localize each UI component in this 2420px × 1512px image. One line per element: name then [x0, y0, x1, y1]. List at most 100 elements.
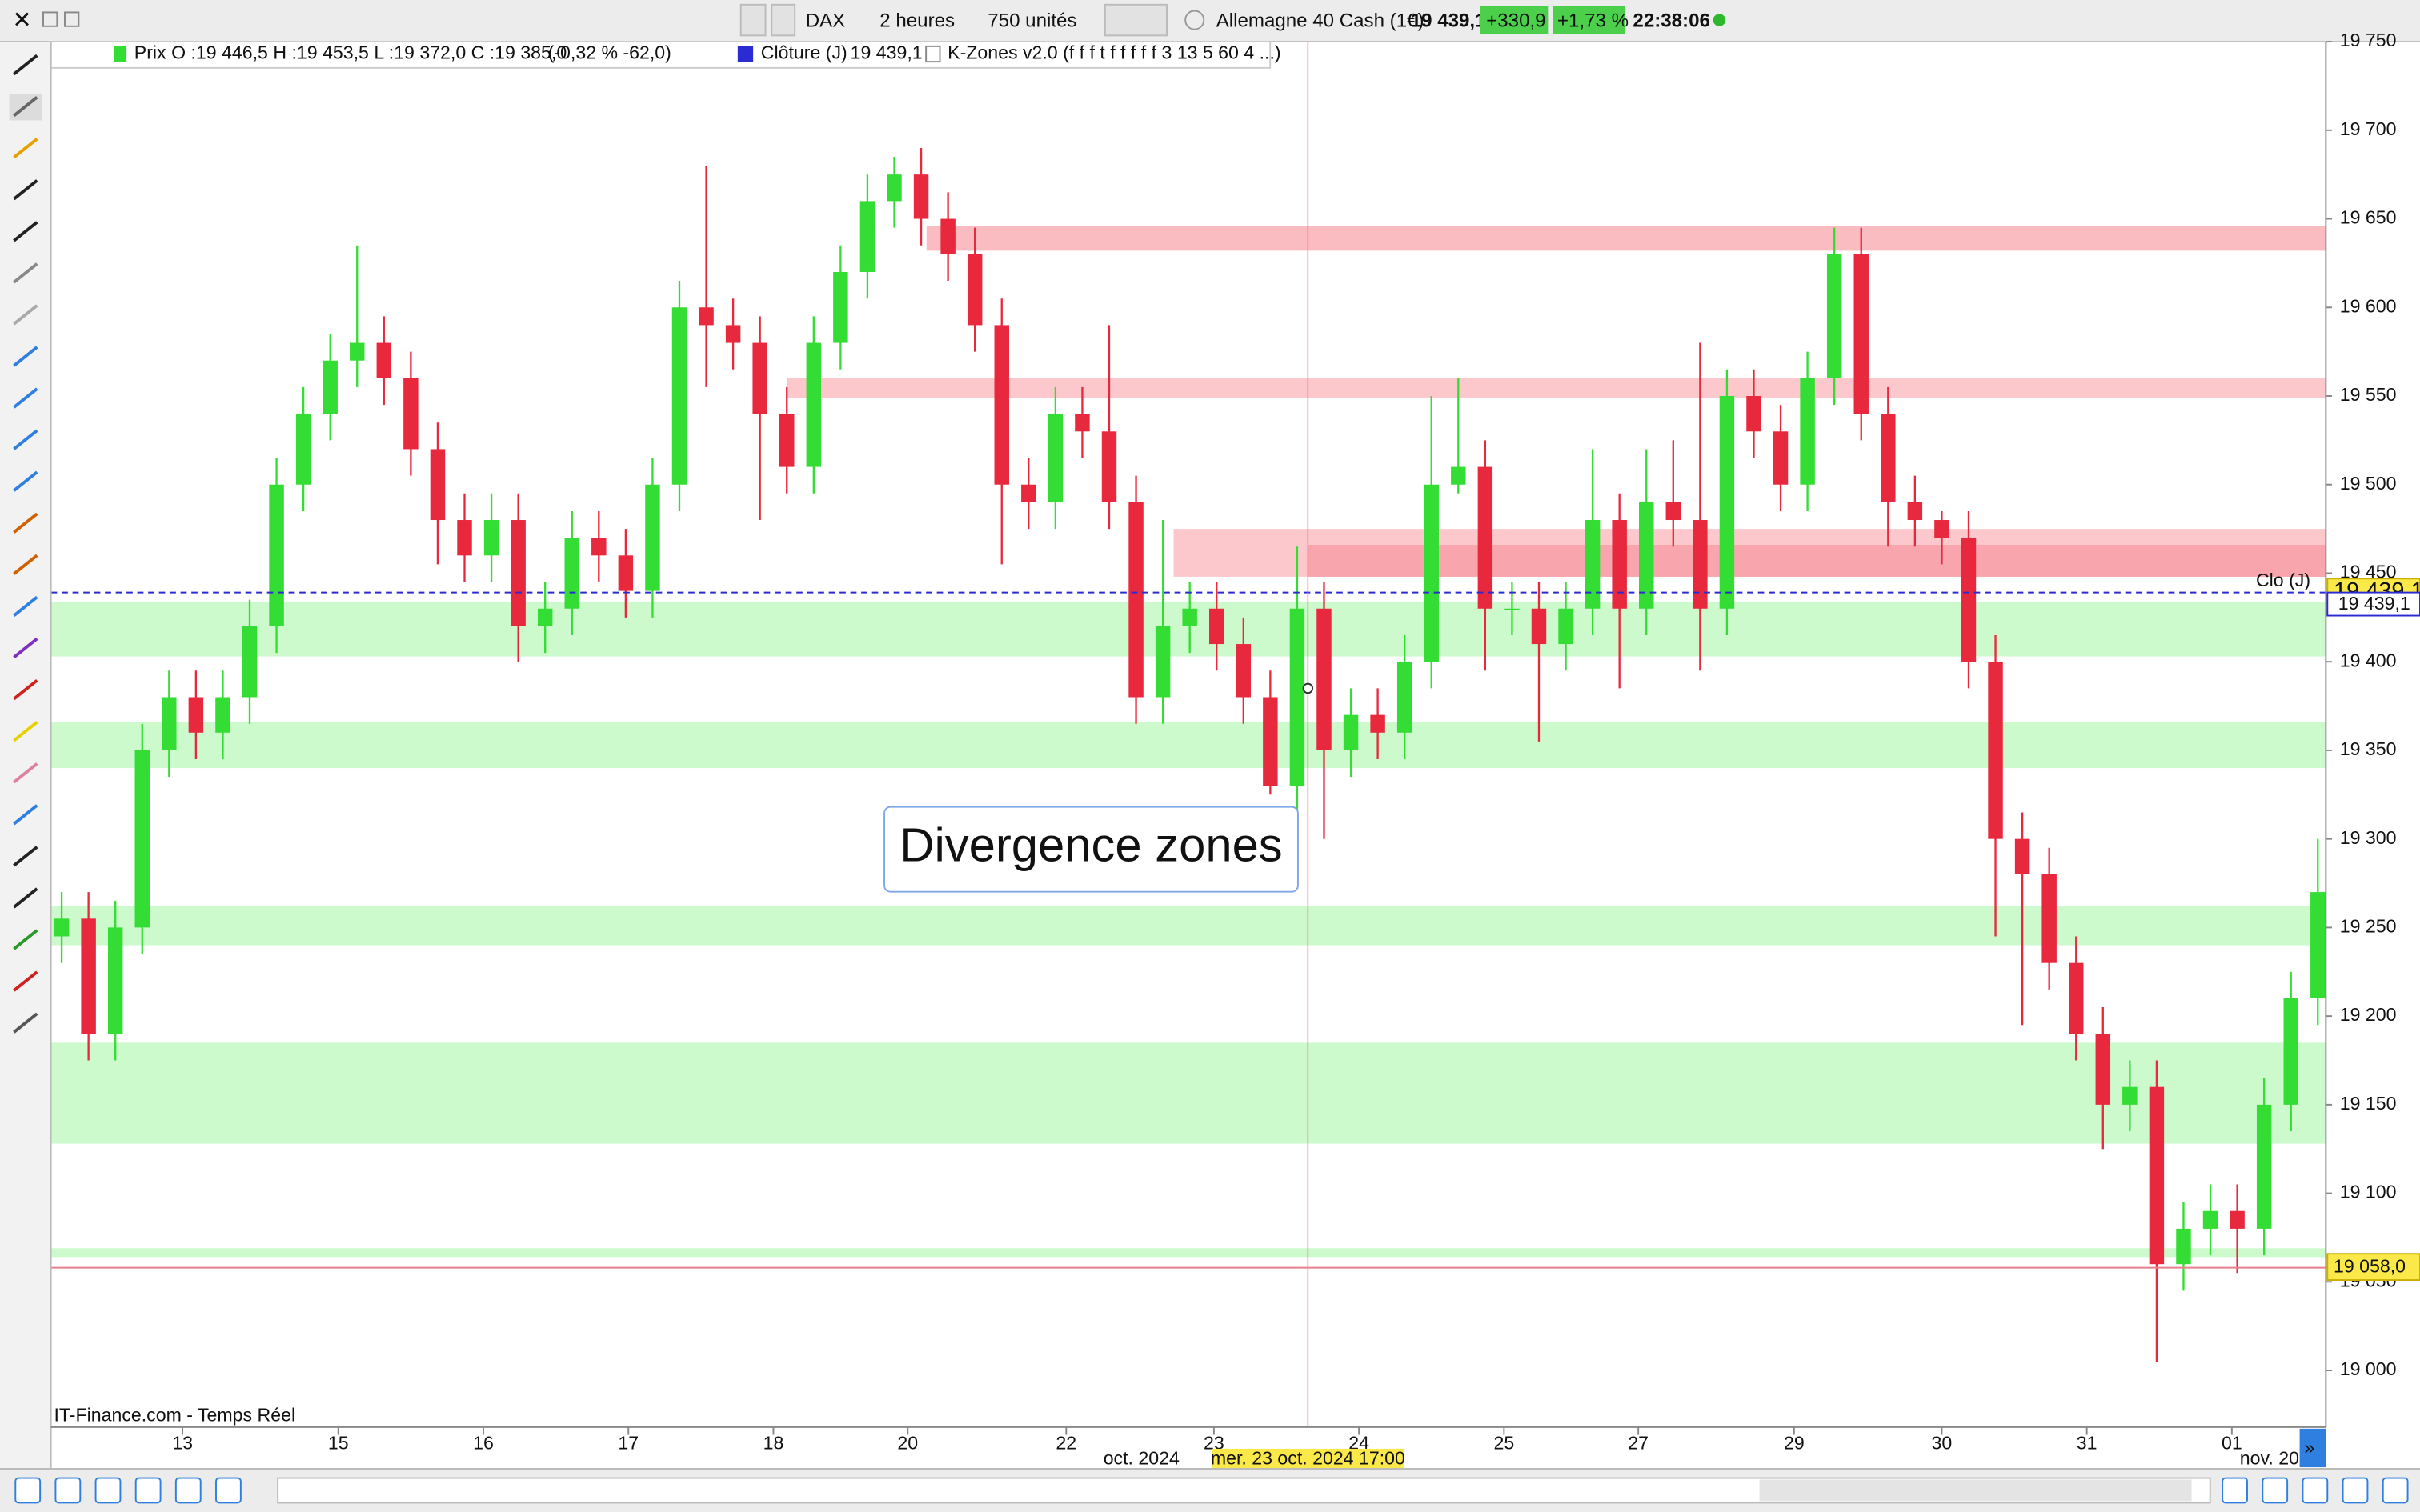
candle-body: [269, 484, 284, 626]
y-tick-label: 19 700: [2340, 118, 2397, 139]
candle-body: [1800, 378, 1815, 485]
units-select[interactable]: 750 unités: [988, 10, 1076, 31]
link-button[interactable]: [771, 3, 796, 37]
candle-body: [242, 626, 258, 698]
scrollbar-thumb[interactable]: [1759, 1479, 2192, 1502]
tool-buttons: [9, 54, 42, 1034]
legend-indicator-checkbox[interactable]: [925, 45, 941, 63]
tool-icon: [13, 637, 38, 659]
tool-icon: [13, 346, 38, 367]
bottom-tool-button[interactable]: [94, 1477, 122, 1504]
bottom-tool-button[interactable]: [54, 1477, 82, 1504]
x-tick-label: 27: [1628, 1432, 1649, 1453]
candle-body: [967, 254, 983, 326]
tool-icon: [13, 762, 38, 784]
restore-button[interactable]: [64, 11, 80, 27]
legend-ohlc: O :19 446,5 H :19 453,5 L :19 372,0 C :1…: [171, 42, 567, 63]
last-price: 19 439,1: [1411, 10, 1486, 31]
tool-icon: [13, 470, 38, 492]
y-tick-label: 19 750: [2340, 30, 2397, 50]
bottom-tool-button[interactable]: [2302, 1477, 2329, 1504]
candle-body: [1128, 502, 1144, 698]
bottom-tool-button[interactable]: [2222, 1477, 2248, 1504]
close-button[interactable]: ✕: [12, 8, 31, 34]
candle-body: [1934, 520, 1949, 538]
legend-close-name: Clôture (J): [761, 42, 847, 63]
chart-type-button[interactable]: [739, 3, 767, 37]
x-tick-label: 20: [897, 1432, 918, 1453]
candle-body: [511, 520, 526, 626]
symbol-select[interactable]: DAX: [806, 10, 846, 31]
tool-icon: [13, 721, 38, 742]
tool-icon: [13, 887, 38, 909]
candle-body: [1693, 520, 1708, 609]
x-tick-label: 29: [1784, 1432, 1805, 1453]
period-select[interactable]: 2 heures: [879, 10, 955, 31]
change: +330,9: [1486, 10, 1545, 31]
zone: [50, 1248, 2326, 1258]
bottom-tool-button[interactable]: [2382, 1477, 2409, 1504]
tool-icon: [13, 678, 38, 701]
candle-body: [1075, 414, 1090, 432]
candle-body: [2202, 1210, 2218, 1229]
tool-icon: [13, 138, 38, 159]
x-tick-label: 31: [2077, 1432, 2097, 1453]
candle-body: [591, 538, 607, 556]
bottom-tool-button[interactable]: [2342, 1477, 2369, 1504]
price-tag: [2326, 1253, 2420, 1282]
candle-body: [107, 927, 123, 1034]
status-dot: [1713, 14, 1726, 26]
zone: [787, 378, 2326, 398]
candle-body: [833, 271, 848, 343]
x-tick-label: 22: [1056, 1432, 1076, 1453]
zone: [926, 226, 2326, 251]
bottom-tool-button[interactable]: [215, 1477, 242, 1504]
candle-body: [699, 307, 714, 326]
candle-body: [1370, 714, 1385, 733]
minimize-button[interactable]: [42, 11, 58, 27]
y-tick-label: 19 000: [2340, 1358, 2397, 1379]
indicator-button[interactable]: [1104, 3, 1168, 37]
candle-body: [887, 174, 902, 202]
bottom-tool-button[interactable]: [174, 1477, 202, 1504]
candle-body: [859, 201, 875, 272]
candle-body: [215, 697, 230, 733]
candle-body: [1451, 466, 1466, 485]
legend-price-icon: [114, 46, 127, 62]
plot-layer: Clo (J) Divergence zones: [50, 42, 2326, 1427]
bottom-tool-button[interactable]: [2262, 1477, 2289, 1504]
month-label: nov. 20: [2240, 1448, 2299, 1469]
candle-body: [1853, 254, 1869, 414]
candle-body: [323, 360, 338, 414]
scroll-right-button[interactable]: [2299, 1428, 2326, 1468]
candle-body: [2256, 1104, 2272, 1229]
x-tick-label: 15: [328, 1432, 349, 1453]
y-tick-label: 19 350: [2340, 738, 2397, 759]
annotation: Divergence zones: [899, 818, 1282, 872]
price-axis-panel: [2326, 42, 2420, 1470]
candle-body: [671, 307, 687, 485]
candle-body: [430, 449, 446, 521]
candle-body: [54, 918, 70, 937]
candle-body: [2283, 998, 2298, 1105]
candle-body: [81, 918, 96, 1034]
bottom-tool-buttons: [14, 1477, 2409, 1504]
y-tick-label: 19 250: [2340, 916, 2397, 937]
candle-body: [1558, 608, 1573, 645]
bottom-tool-button[interactable]: [134, 1477, 162, 1504]
candle-body: [1209, 608, 1224, 645]
candle-body: [1961, 538, 1977, 662]
candle-body: [134, 750, 150, 928]
info-button[interactable]: [1184, 10, 1205, 30]
bottom-tool-button[interactable]: [14, 1477, 42, 1504]
candle-body: [1477, 466, 1493, 609]
annotation-box: [883, 806, 1299, 893]
price-tag-secondary-label: 19 439,1: [2338, 593, 2410, 614]
candle-body: [2041, 874, 2057, 963]
candle-body: [940, 218, 956, 254]
candle-body: [1531, 608, 1547, 645]
candle-body: [913, 174, 929, 219]
